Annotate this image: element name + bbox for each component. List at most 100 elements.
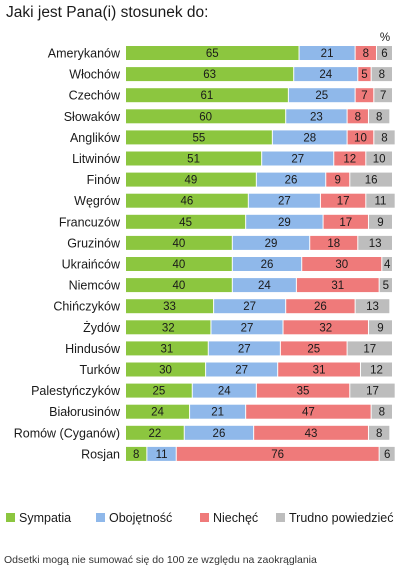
bar-segment	[126, 235, 232, 250]
data-label: 49	[185, 175, 198, 187]
bar-segment	[296, 278, 379, 293]
bar-segment	[246, 214, 323, 229]
bar-segment	[371, 404, 392, 419]
bar-segment	[126, 172, 256, 187]
bar-segment	[376, 46, 392, 60]
chart-title: Jaki jest Pana(i) stosunek do:	[6, 4, 209, 21]
data-label: 12	[343, 154, 356, 166]
bar-segment	[246, 404, 371, 419]
bar-segment	[347, 109, 368, 124]
data-label: 13	[369, 238, 382, 250]
data-label: 26	[213, 428, 226, 440]
bar-segment	[126, 383, 192, 398]
category-label: Turków	[79, 363, 120, 377]
bar-segment	[366, 151, 392, 166]
chart-row: Żydów 32 27 32 9	[83, 320, 392, 335]
bar-segment	[126, 446, 147, 461]
data-label: 25	[152, 386, 165, 398]
data-label: 7	[361, 90, 367, 102]
bar-segment	[358, 67, 371, 82]
data-label: 51	[187, 154, 200, 166]
chart-row: Włochów 63 24 5 8	[69, 67, 392, 82]
data-label: 25	[315, 90, 328, 102]
chart-row: Czechów 61 25 7 7	[69, 88, 392, 103]
data-label: 9	[377, 217, 383, 229]
bar-segment	[286, 299, 355, 314]
bar-segment	[371, 67, 392, 82]
chart-row: Ukraińców 40 26 30 4	[62, 257, 392, 272]
bar-segment	[232, 257, 302, 271]
legend-label: Trudno powiedzieć	[289, 511, 393, 525]
category-label: Węgrów	[74, 194, 121, 208]
bar-segment	[126, 425, 184, 440]
data-label: 17	[337, 196, 350, 208]
bar-segment	[310, 235, 358, 250]
bar-segment	[126, 404, 190, 419]
bar-segment	[254, 425, 368, 440]
data-label: 8	[355, 111, 361, 123]
bar-segment	[368, 214, 392, 229]
bar-segment	[347, 130, 374, 145]
category-label: Żydów	[83, 321, 121, 335]
data-label: 6	[384, 449, 390, 461]
bar-segment	[288, 88, 355, 103]
bar-segment	[214, 299, 286, 314]
bar-segment	[262, 151, 334, 166]
chart-row: Słowaków 60 23 8 8	[64, 109, 390, 124]
bar-segment	[382, 257, 392, 271]
legend-label: Obojętność	[109, 511, 172, 525]
data-label: 22	[148, 428, 161, 440]
data-label: 27	[238, 343, 251, 355]
bar-segment	[232, 278, 296, 293]
bar-segment	[347, 341, 392, 356]
data-label: 46	[181, 196, 194, 208]
category-label: Niemców	[69, 279, 121, 293]
legend-label: Niechęć	[213, 511, 258, 525]
data-label: 24	[319, 69, 332, 81]
bar-segment	[360, 362, 392, 377]
bar-segment	[126, 278, 232, 293]
data-label: 31	[331, 280, 344, 292]
data-label: 8	[363, 48, 369, 60]
data-label: 27	[235, 365, 248, 377]
chart-row: Romów (Cyganów) 22 26 43 8	[14, 425, 390, 440]
legend-swatch	[6, 513, 15, 522]
data-label: 23	[310, 111, 323, 123]
bar-segment	[355, 88, 374, 103]
chart-row: Chińczyków 33 27 26 13	[53, 299, 390, 314]
data-label: 6	[381, 48, 387, 60]
category-label: Litwinów	[72, 152, 121, 166]
category-label: Słowaków	[64, 110, 121, 124]
chart-row: Gruzinów 40 29 18 13	[67, 235, 392, 250]
data-label: 24	[258, 280, 271, 292]
legend-swatch	[96, 513, 105, 522]
bar-segment	[379, 278, 392, 293]
data-label: 25	[307, 343, 320, 355]
bar-segment	[126, 88, 288, 103]
bar-segment	[232, 235, 310, 250]
chart-legend: Sympatia Obojętność Niechęć Trudno powiedzi…	[6, 511, 393, 525]
data-label: 26	[261, 259, 274, 271]
bar-segment	[126, 362, 206, 377]
data-label: 27	[243, 301, 256, 313]
bar-segment	[126, 151, 262, 166]
data-label: 7	[380, 90, 386, 102]
chart-row: Finów 49 26 9 16	[87, 172, 392, 187]
chart-row: Białorusinów 24 21 47 8	[49, 404, 392, 419]
data-label: 16	[365, 175, 378, 187]
bar-segment	[368, 425, 390, 440]
category-label: Finów	[87, 173, 121, 187]
bar-segment	[294, 67, 358, 82]
chart-row: Litwinów 51 27 12 10	[72, 151, 392, 166]
data-label: 26	[314, 301, 327, 313]
bar-segment	[190, 404, 246, 419]
category-label: Ukraińców	[62, 258, 121, 272]
data-label: 8	[379, 407, 385, 419]
bar-segment	[256, 383, 350, 398]
bar-segment	[350, 383, 395, 398]
data-label: 12	[370, 365, 383, 377]
data-label: 5	[361, 69, 367, 81]
data-label: 31	[313, 365, 326, 377]
data-label: 63	[203, 69, 216, 81]
